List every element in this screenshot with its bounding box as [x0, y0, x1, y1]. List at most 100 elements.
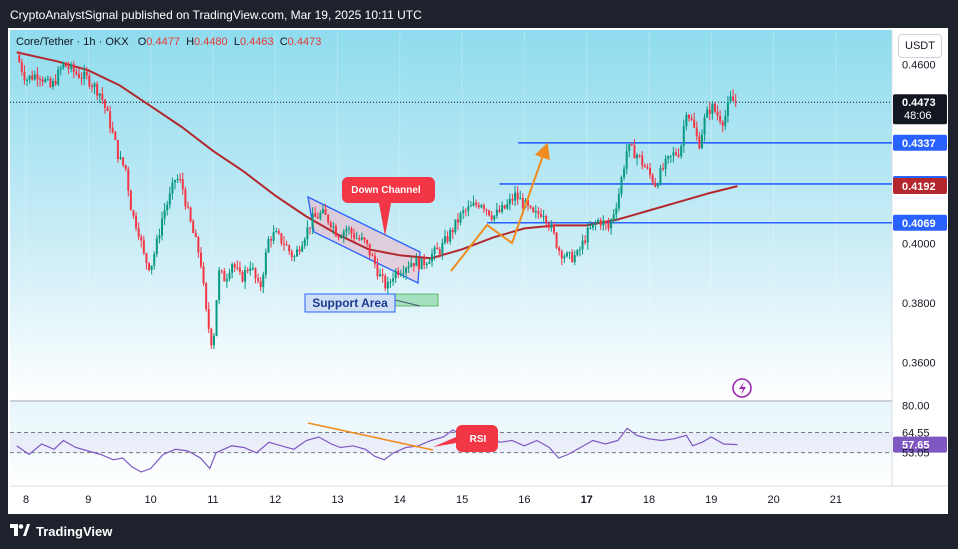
- price-pane[interactable]: [10, 30, 892, 400]
- candle-body: [181, 179, 184, 190]
- candle-body: [571, 252, 574, 263]
- support-area-callout[interactable]: Support Area: [304, 293, 396, 313]
- candle-body: [90, 86, 93, 88]
- price-tag[interactable]: [893, 134, 947, 151]
- candle-body: [475, 202, 478, 205]
- symbol-legend[interactable]: Core/Tether · 1h · OKX O0.4477 H0.4480 L…: [16, 36, 321, 48]
- candle-body: [233, 264, 236, 268]
- candle-body: [537, 211, 540, 214]
- symbol-interval[interactable]: 1h: [83, 36, 96, 48]
- candle-body: [31, 75, 34, 80]
- price-tag[interactable]: [893, 94, 947, 125]
- candle-body: [724, 116, 727, 126]
- candle-body: [228, 272, 231, 280]
- candle-body: [576, 250, 579, 256]
- candle-body: [633, 145, 636, 159]
- candle-body: [430, 253, 433, 262]
- candle-body: [205, 283, 208, 310]
- candle-body: [26, 79, 29, 81]
- candle-body: [394, 270, 397, 279]
- candle-body: [456, 219, 459, 223]
- time-tick-label: 9: [85, 494, 91, 506]
- rsi-value-tag[interactable]: [893, 436, 947, 453]
- candle-body: [477, 204, 480, 208]
- down-channel-callout[interactable]: Down Channel: [342, 177, 435, 236]
- candle-body: [698, 136, 701, 149]
- candle-body: [321, 209, 324, 213]
- candle-body: [360, 237, 363, 240]
- candle-body: [462, 210, 465, 214]
- candle-body: [519, 198, 522, 200]
- candle-body: [628, 144, 631, 152]
- candle-body: [446, 236, 449, 242]
- projection-arrow[interactable]: [450, 142, 550, 272]
- rsi-line[interactable]: [16, 427, 738, 473]
- candle-body: [594, 222, 597, 224]
- rsi-divergence-line[interactable]: [307, 422, 434, 451]
- candle-body: [495, 209, 498, 216]
- candle-body: [272, 232, 275, 241]
- candle-body: [485, 209, 488, 211]
- candle-body: [77, 74, 80, 78]
- candle-body: [347, 228, 350, 230]
- candle-body: [215, 300, 218, 336]
- candle-body: [527, 200, 530, 206]
- price-tag[interactable]: [893, 178, 947, 195]
- close-value: 0.4473: [287, 36, 322, 48]
- lightning-icon[interactable]: [732, 378, 752, 398]
- moving-average-line[interactable]: [16, 51, 738, 260]
- candle-body: [334, 226, 337, 237]
- candle-body: [93, 83, 96, 87]
- candle-body: [586, 228, 589, 243]
- candle-body: [563, 256, 566, 259]
- candle-body: [174, 180, 177, 183]
- candle-body: [386, 282, 389, 289]
- candle-body: [508, 198, 511, 204]
- rsi-callout[interactable]: RSI: [433, 425, 498, 452]
- candle-body: [682, 126, 685, 146]
- candle-body: [306, 227, 309, 240]
- candle-body: [617, 194, 620, 209]
- price-tag[interactable]: [893, 214, 947, 231]
- candle-body: [623, 168, 626, 178]
- rsi-pane[interactable]: [10, 402, 892, 486]
- candle-body: [501, 205, 504, 213]
- candle-body: [602, 220, 605, 226]
- low-label: L: [233, 36, 240, 48]
- candles: [18, 51, 737, 350]
- candle-body: [75, 71, 78, 75]
- candle-body: [142, 240, 145, 254]
- publisher-header: CryptoAnalystSignal published on Trading…: [10, 8, 422, 22]
- time-tick-label: 16: [518, 494, 530, 506]
- footer-brand[interactable]: TradingView: [10, 523, 112, 539]
- candle-body: [542, 216, 545, 218]
- footer-brand-text: TradingView: [36, 523, 113, 539]
- candle-body: [641, 155, 644, 166]
- candle-body: [591, 223, 594, 228]
- candle-body: [615, 208, 618, 215]
- candle-body: [436, 247, 439, 250]
- candle-body: [441, 242, 444, 255]
- symbol-name[interactable]: Core/Tether: [16, 36, 74, 48]
- candle-body: [124, 165, 127, 169]
- currency-button[interactable]: USDT: [898, 34, 942, 58]
- candle-body: [319, 212, 322, 219]
- price-tick-label: 0.3800: [902, 298, 936, 310]
- candle-body: [301, 245, 304, 252]
- candle-body: [340, 236, 343, 238]
- candle-body: [150, 265, 153, 270]
- candle-body: [708, 109, 711, 114]
- candle-body: [127, 168, 130, 191]
- candle-body: [194, 233, 197, 238]
- candle-body: [514, 192, 517, 201]
- candle-body: [259, 281, 262, 288]
- candle-body: [503, 205, 506, 209]
- candle-body: [246, 269, 249, 272]
- candle-body: [283, 243, 286, 245]
- rsi-tick-label: 64.55: [902, 428, 930, 440]
- rsi-value-tag-text: 57.65: [902, 440, 930, 452]
- candle-body: [218, 270, 221, 301]
- candle-body: [490, 215, 493, 220]
- candle-body: [599, 219, 602, 226]
